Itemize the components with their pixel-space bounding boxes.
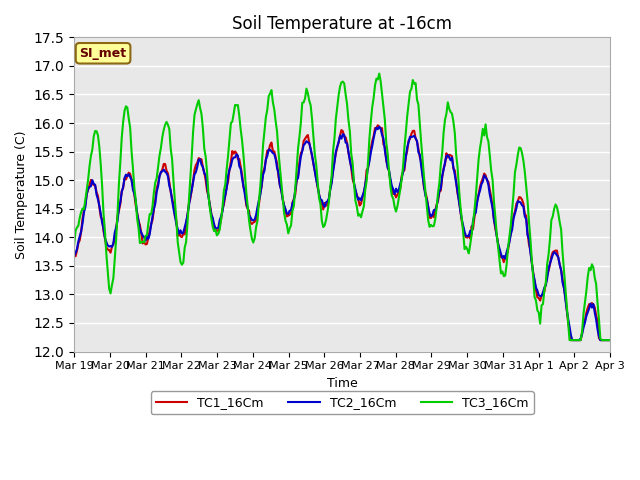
Text: SI_met: SI_met <box>79 47 127 60</box>
TC1_16Cm <box>534 294 541 300</box>
TC1_16Cm <box>605 337 612 343</box>
X-axis label: Time: Time <box>327 377 358 390</box>
TC3_16Cm <box>106 286 113 291</box>
TC3_16Cm <box>566 337 573 343</box>
TC3_16Cm <box>534 308 541 313</box>
TC2_16Cm <box>70 253 78 259</box>
TC2_16Cm <box>454 189 461 194</box>
TC1_16Cm <box>106 247 113 253</box>
TC1_16Cm <box>346 156 354 162</box>
TC1_16Cm <box>454 191 461 197</box>
TC3_16Cm <box>454 165 461 170</box>
Line: TC3_16Cm: TC3_16Cm <box>74 73 610 340</box>
TC3_16Cm <box>605 337 612 343</box>
Title: Soil Temperature at -16cm: Soil Temperature at -16cm <box>232 15 452 33</box>
TC2_16Cm <box>534 288 541 293</box>
TC1_16Cm <box>374 122 381 128</box>
TC2_16Cm <box>88 177 96 183</box>
Line: TC1_16Cm: TC1_16Cm <box>74 125 610 340</box>
TC2_16Cm <box>376 124 383 130</box>
TC2_16Cm <box>606 337 614 343</box>
TC1_16Cm <box>70 253 78 259</box>
TC3_16Cm <box>376 71 383 76</box>
Y-axis label: Soil Temperature (C): Soil Temperature (C) <box>15 130 28 259</box>
TC3_16Cm <box>606 337 614 343</box>
TC1_16Cm <box>567 337 575 343</box>
TC1_16Cm <box>88 181 96 187</box>
TC2_16Cm <box>346 158 354 164</box>
Legend: TC1_16Cm, TC2_16Cm, TC3_16Cm: TC1_16Cm, TC2_16Cm, TC3_16Cm <box>150 391 534 414</box>
TC1_16Cm <box>606 337 614 343</box>
TC2_16Cm <box>106 244 113 250</box>
TC3_16Cm <box>88 146 96 152</box>
TC3_16Cm <box>70 241 78 247</box>
TC2_16Cm <box>568 337 576 343</box>
TC2_16Cm <box>605 337 612 343</box>
Line: TC2_16Cm: TC2_16Cm <box>74 127 610 340</box>
TC3_16Cm <box>346 128 354 134</box>
